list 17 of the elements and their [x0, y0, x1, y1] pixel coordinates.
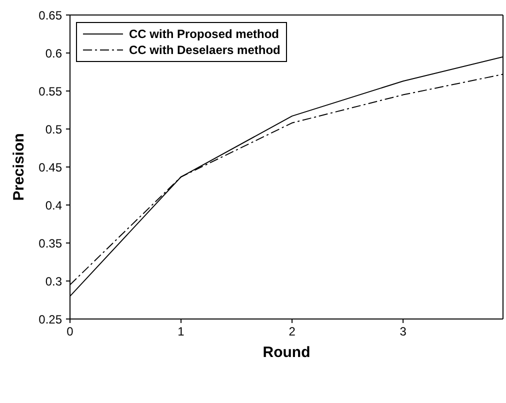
- y-tick-label: 0.65: [38, 8, 62, 22]
- y-tick-label: 0.5: [45, 122, 62, 136]
- y-tick-label: 0.25: [38, 312, 62, 326]
- legend-label: CC with Proposed method: [129, 26, 279, 42]
- y-tick-label: 0.45: [38, 160, 62, 174]
- y-tick-label: 0.35: [38, 236, 62, 250]
- y-tick-label: 0.3: [45, 274, 62, 288]
- legend-label: CC with Deselaers method: [129, 42, 280, 58]
- x-tick-label: 3: [400, 324, 407, 339]
- y-tick-label: 0.4: [45, 198, 62, 212]
- x-tick-label: 0: [66, 324, 74, 339]
- y-tick-label: 0.6: [45, 46, 62, 60]
- x-tick-label: 2: [288, 324, 296, 339]
- y-tick-label: 0.55: [38, 84, 62, 98]
- x-axis-title: Round: [262, 344, 310, 361]
- y-axis-title: Precision: [10, 133, 28, 201]
- x-tick-label: 1: [178, 324, 185, 339]
